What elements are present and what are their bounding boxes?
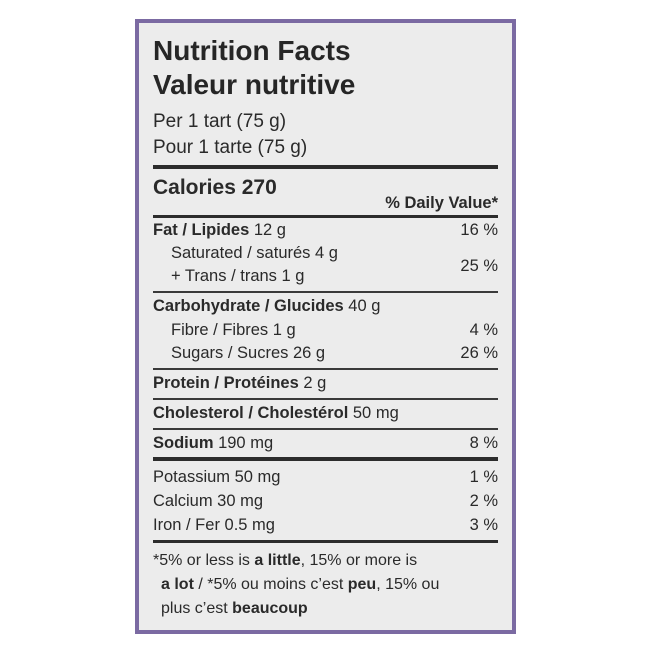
footnote-line-2: a lot / *5% ou moins c’est peu, 15% ou — [161, 577, 439, 593]
label-frame: Nutrition Facts Valeur nutritive Per 1 t… — [135, 19, 516, 634]
daily-value-header: % Daily Value* — [385, 194, 498, 212]
footnote-text: plus c’est — [161, 600, 233, 617]
fat-name: Fat / Lipides — [153, 221, 250, 239]
footnote-line-1: *5% or less is a little, 15% or more is — [153, 553, 417, 569]
divider-thick-top — [153, 165, 498, 169]
trans-fat-row: + Trans / trans 1 g — [171, 267, 305, 285]
nutrition-facts-panel: Nutrition Facts Valeur nutritive Per 1 t… — [139, 23, 512, 630]
divider-thick-minerals — [153, 457, 498, 461]
divider-protein — [153, 398, 498, 400]
iron-percent: 3 % — [469, 516, 498, 534]
footnote-text: *5% or less is — [153, 552, 255, 569]
protein-name: Protein / Protéines — [153, 374, 299, 392]
sugars-row: Sugars / Sucres 26 g — [171, 344, 326, 362]
cholesterol-name: Cholesterol / Cholestérol — [153, 404, 349, 422]
footnote-bold-peu: peu — [347, 576, 377, 593]
fibre-percent: 4 % — [469, 321, 498, 339]
serving-size-french: Pour 1 tarte (75 g) — [153, 137, 308, 158]
carbohydrate-name: Carbohydrate / Glucides — [153, 297, 344, 315]
sodium-name: Sodium — [153, 434, 214, 452]
fat-amount: 12 g — [249, 221, 286, 239]
footnote-text: , 15% or more is — [300, 552, 418, 569]
fat-row: Fat / Lipides 12 g — [153, 222, 286, 239]
divider-footnote — [153, 540, 498, 543]
divider-cholesterol — [153, 428, 498, 430]
footnote-bold-a-little: a little — [254, 552, 301, 569]
divider-fat — [153, 291, 498, 293]
sodium-row: Sodium 190 mg — [153, 435, 273, 452]
cholesterol-row: Cholesterol / Cholestérol 50 mg — [153, 405, 399, 422]
footnote-text: / *5% ou moins c’est — [193, 576, 348, 593]
iron-row: Iron / Fer 0.5 mg — [153, 516, 275, 534]
cholesterol-amount: 50 mg — [348, 404, 399, 422]
footnote-bold-beaucoup: beaucoup — [232, 600, 308, 617]
sodium-amount: 190 mg — [213, 434, 274, 452]
fat-percent: 16 % — [460, 221, 498, 239]
calcium-percent: 2 % — [469, 492, 498, 510]
footnote-line-3: plus c’est beaucoup — [161, 601, 308, 617]
sugars-percent: 26 % — [460, 344, 498, 362]
protein-row: Protein / Protéines 2 g — [153, 375, 326, 392]
calories-value: Calories 270 — [153, 176, 277, 199]
title-french: Valeur nutritive — [153, 69, 356, 100]
title-english: Nutrition Facts — [153, 35, 351, 66]
footnote-text: , 15% ou — [376, 576, 440, 593]
calcium-row: Calcium 30 mg — [153, 492, 264, 510]
divider-carbohydrate — [153, 368, 498, 370]
carbohydrate-amount: 40 g — [343, 297, 381, 315]
protein-amount: 2 g — [298, 374, 327, 392]
carbohydrate-row: Carbohydrate / Glucides 40 g — [153, 298, 380, 315]
saturated-fat-row: Saturated / saturés 4 g — [171, 244, 338, 262]
sodium-percent: 8 % — [469, 434, 498, 452]
saturated-trans-percent: 25 % — [460, 257, 498, 275]
potassium-row: Potassium 50 mg — [153, 468, 281, 486]
divider-calories — [153, 215, 498, 218]
footnote-bold-a-lot: a lot — [161, 576, 194, 593]
potassium-percent: 1 % — [469, 468, 498, 486]
serving-size-english: Per 1 tart (75 g) — [153, 111, 287, 132]
fibre-row: Fibre / Fibres 1 g — [171, 321, 296, 339]
